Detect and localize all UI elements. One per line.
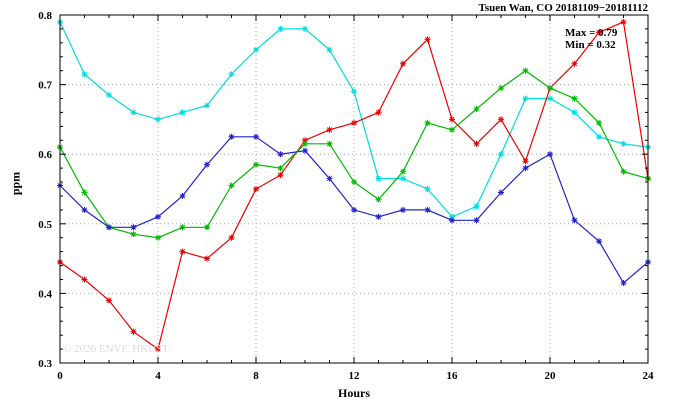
svg-text:16: 16 — [447, 370, 459, 382]
y-axis-label: ppm — [8, 171, 23, 196]
min-annotation: Min = 0.32 — [565, 39, 616, 51]
watermark: © 2026 ENVF, HKUST — [63, 343, 169, 355]
x-axis-label: Hours — [337, 386, 370, 400]
svg-text:8: 8 — [253, 370, 259, 382]
svg-text:24: 24 — [643, 370, 655, 382]
svg-text:0.8: 0.8 — [38, 10, 52, 22]
svg-text:20: 20 — [545, 370, 557, 382]
chart-title: Tsuen Wan, CO 20181109−20181112 — [478, 2, 649, 14]
svg-text:12: 12 — [349, 370, 361, 382]
svg-text:0.5: 0.5 — [38, 219, 52, 231]
svg-text:0.4: 0.4 — [38, 288, 52, 300]
svg-text:0: 0 — [57, 370, 63, 382]
max-annotation: Max = 0.79 — [565, 27, 618, 39]
svg-text:4: 4 — [155, 370, 161, 382]
svg-text:0.3: 0.3 — [38, 358, 52, 370]
svg-text:0.7: 0.7 — [38, 80, 52, 92]
svg-text:0.6: 0.6 — [38, 149, 52, 161]
